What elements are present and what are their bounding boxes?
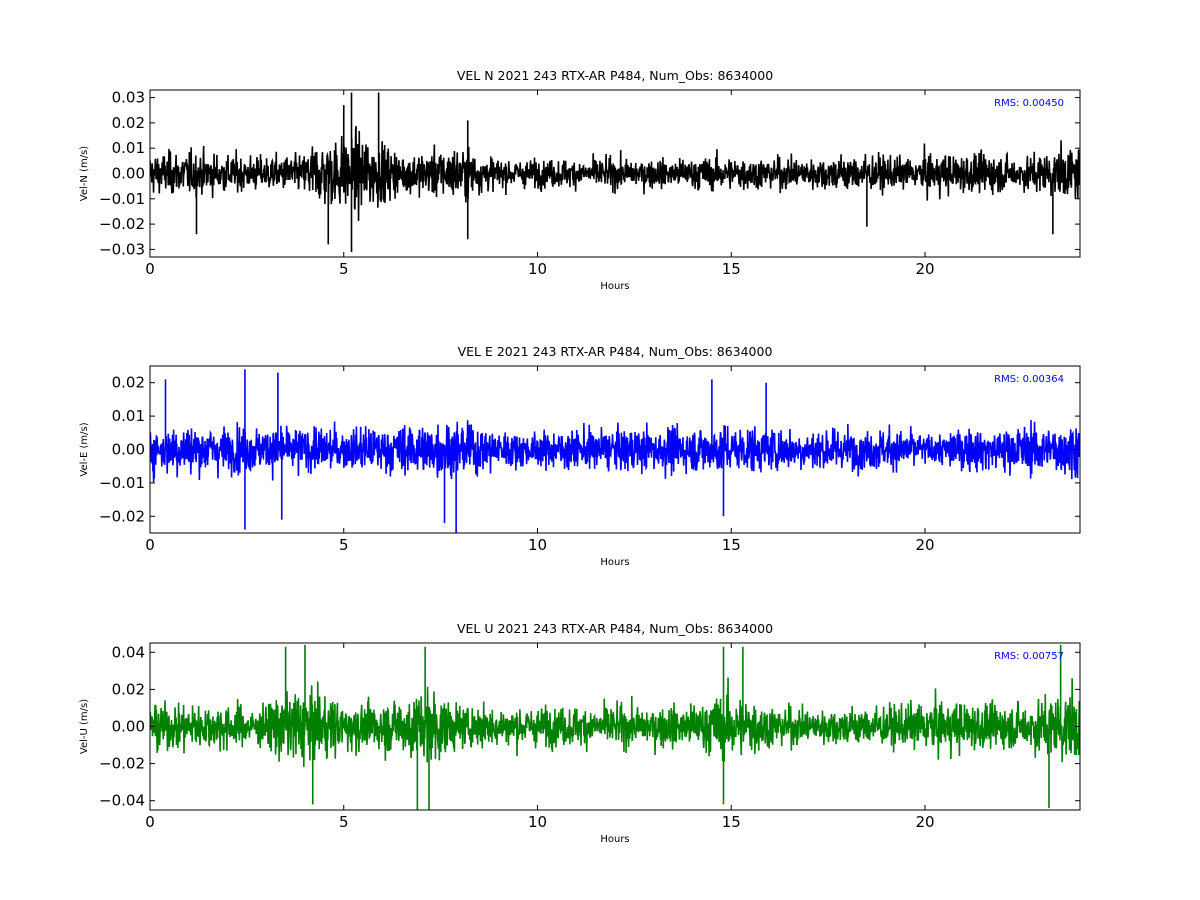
y-tick-label: 0.04	[112, 643, 145, 661]
y-tick-label: −0.02	[99, 507, 145, 525]
y-axis-label: Vel-N (m/s)	[79, 146, 90, 201]
x-axis-label: Hours	[600, 834, 629, 845]
rms-annotation: RMS: 0.00450	[994, 98, 1064, 109]
panel-title: VEL N 2021 243 RTX-AR P484, Num_Obs: 863…	[457, 68, 773, 83]
panel-title: VEL E 2021 243 RTX-AR P484, Num_Obs: 863…	[458, 344, 773, 359]
x-tick-label: 0	[145, 813, 155, 831]
y-tick-label: 0.02	[112, 374, 145, 392]
x-axis-label: Hours	[600, 557, 629, 568]
x-tick-label: 5	[339, 536, 349, 554]
x-tick-label: 10	[528, 536, 547, 554]
series-line	[150, 92, 1080, 252]
x-tick-label: 15	[722, 536, 741, 554]
y-tick-label: −0.03	[99, 240, 145, 258]
y-tick-label: 0.00	[112, 718, 145, 736]
x-tick-label: 15	[722, 813, 741, 831]
series-line	[150, 369, 1080, 533]
panel-vel-e: VEL E 2021 243 RTX-AR P484, Num_Obs: 863…	[79, 344, 1081, 568]
x-tick-label: 20	[915, 813, 934, 831]
y-tick-label: −0.02	[99, 215, 145, 233]
x-tick-label: 20	[915, 536, 934, 554]
y-tick-label: −0.01	[99, 474, 145, 492]
x-tick-label: 0	[145, 536, 155, 554]
x-tick-label: 5	[339, 260, 349, 278]
y-tick-label: −0.01	[99, 190, 145, 208]
y-tick-label: 0.02	[112, 114, 145, 132]
x-tick-label: 10	[528, 260, 547, 278]
x-tick-label: 5	[339, 813, 349, 831]
y-tick-label: 0.00	[112, 441, 145, 459]
x-tick-label: 0	[145, 260, 155, 278]
y-tick-label: 0.02	[112, 680, 145, 698]
series-line	[150, 644, 1080, 810]
panel-vel-u: VEL U 2021 243 RTX-AR P484, Num_Obs: 863…	[79, 621, 1081, 845]
y-axis-label: Vel-U (m/s)	[79, 699, 90, 754]
panel-title: VEL U 2021 243 RTX-AR P484, Num_Obs: 863…	[457, 621, 773, 636]
panel-vel-n: VEL N 2021 243 RTX-AR P484, Num_Obs: 863…	[79, 68, 1081, 292]
y-tick-label: 0.03	[112, 89, 145, 107]
y-tick-label: −0.04	[99, 792, 145, 810]
x-tick-label: 15	[722, 260, 741, 278]
y-tick-label: 0.00	[112, 165, 145, 183]
x-axis-label: Hours	[600, 281, 629, 292]
y-tick-label: −0.02	[99, 755, 145, 773]
rms-annotation: RMS: 0.00757	[994, 651, 1064, 662]
y-tick-label: 0.01	[112, 139, 145, 157]
y-tick-label: 0.01	[112, 407, 145, 425]
x-tick-label: 10	[528, 813, 547, 831]
rms-annotation: RMS: 0.00364	[994, 374, 1064, 385]
x-tick-label: 20	[915, 260, 934, 278]
y-axis-label: Vel-E (m/s)	[79, 422, 90, 476]
